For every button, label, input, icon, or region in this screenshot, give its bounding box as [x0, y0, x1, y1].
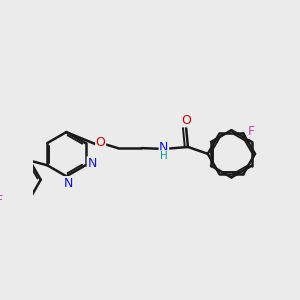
- Text: O: O: [96, 136, 106, 149]
- Text: H: H: [160, 151, 168, 161]
- Text: N: N: [159, 141, 169, 154]
- Text: F: F: [248, 125, 255, 138]
- Text: N: N: [64, 177, 73, 190]
- Text: N: N: [87, 157, 97, 170]
- Text: O: O: [181, 114, 191, 127]
- Text: F: F: [0, 194, 3, 207]
